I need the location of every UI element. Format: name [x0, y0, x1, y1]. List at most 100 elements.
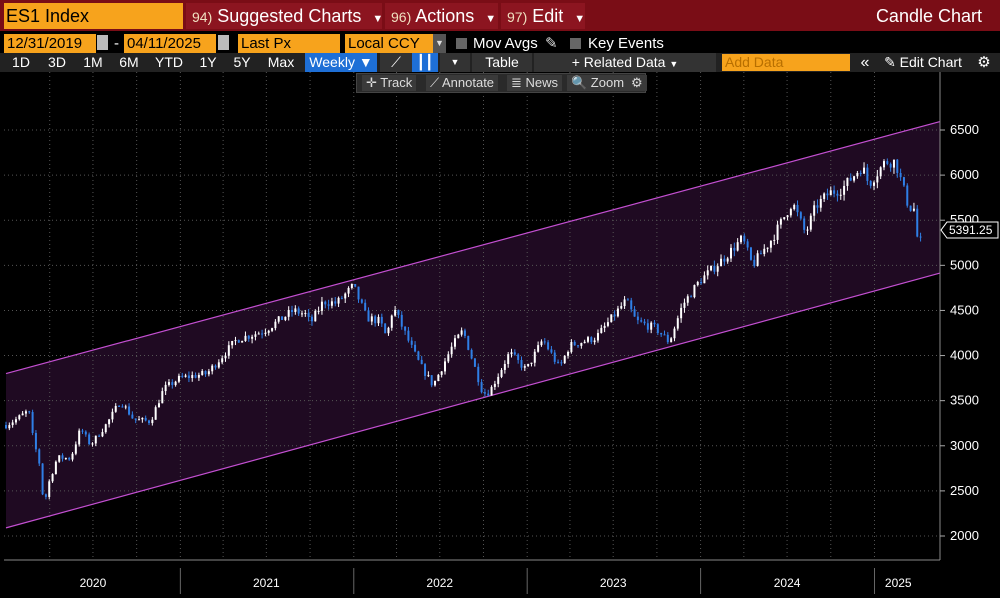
field-selector[interactable]: Last Px: [238, 34, 340, 53]
candle: [916, 205, 919, 238]
chevron-down-icon[interactable]: ▼: [440, 53, 470, 72]
last-price-value: 5391.25: [949, 223, 993, 237]
candle: [84, 430, 87, 437]
candle: [28, 410, 31, 414]
period-ytd-button[interactable]: YTD: [155, 54, 183, 70]
related-data-button[interactable]: + Related Data ▼: [534, 53, 716, 72]
candle-chart-icon[interactable]: ┃┃: [412, 53, 438, 72]
period-5y-button[interactable]: 5Y: [233, 54, 251, 70]
period-max-button[interactable]: Max: [267, 54, 295, 70]
period-1d-button[interactable]: 1D: [12, 54, 30, 70]
candle: [314, 309, 317, 322]
start-date-input[interactable]: 12/31/2019: [4, 34, 96, 53]
chevron-down-icon[interactable]: ▼: [433, 34, 446, 53]
annotate-button[interactable]: ⟋ Annotate: [426, 75, 499, 91]
candle: [247, 334, 250, 342]
candle: [670, 336, 673, 343]
edit-menu[interactable]: 97) Edit ▼: [501, 3, 585, 29]
pencil-icon[interactable]: ✎: [545, 35, 558, 52]
candle-body: [443, 361, 446, 372]
candle: [367, 307, 370, 322]
candle-body: [813, 205, 816, 216]
candle: [154, 405, 157, 420]
candle-body: [177, 375, 180, 382]
mov-avgs-checkbox[interactable]: [456, 38, 467, 49]
candle: [161, 387, 164, 404]
candle: [720, 254, 723, 267]
actions-menu[interactable]: 96) Actions ▼: [385, 3, 498, 29]
candle-body: [493, 383, 496, 387]
period-1y-button[interactable]: 1Y: [199, 54, 217, 70]
candle: [882, 159, 885, 171]
candle-body: [297, 308, 300, 314]
candle: [616, 305, 619, 318]
add-data-input[interactable]: Add Data: [722, 54, 850, 71]
candle: [257, 331, 260, 335]
calendar-icon[interactable]: [218, 35, 229, 50]
candle-body: [889, 163, 892, 168]
currency-selector[interactable]: Local CCY: [345, 34, 433, 53]
candle: [357, 286, 360, 303]
edit-chart-button[interactable]: ✎ Edit Chart: [884, 54, 962, 70]
candle: [31, 409, 34, 436]
candle-body: [274, 321, 277, 329]
candle-body: [350, 283, 353, 288]
period-1m-button[interactable]: 1M: [83, 54, 103, 70]
candle-body: [154, 407, 157, 420]
candle: [620, 302, 623, 310]
candle: [756, 250, 759, 267]
candle-body: [743, 235, 746, 242]
suggested-charts-menu[interactable]: 94) Suggested Charts ▼: [186, 3, 383, 29]
candle-body: [118, 405, 121, 407]
gear-icon[interactable]: ⚙: [627, 75, 647, 91]
candle: [457, 333, 460, 339]
news-button[interactable]: ≣ News: [507, 75, 563, 91]
candle-body: [789, 209, 792, 216]
line-chart-icon[interactable]: ⟋: [380, 53, 412, 72]
candle: [14, 416, 17, 425]
gear-icon[interactable]: ⚙: [977, 54, 991, 71]
candle: [51, 473, 54, 483]
candle-body: [34, 432, 37, 450]
candle-body: [108, 419, 111, 425]
frequency-dropdown[interactable]: Weekly ▼: [305, 53, 377, 72]
candle-body: [194, 375, 197, 378]
period-6m-button[interactable]: 6M: [119, 54, 139, 70]
candle-body: [799, 212, 802, 219]
candle: [317, 306, 320, 315]
candle: [453, 334, 456, 350]
x-axis: 2020 2021 2022 2023 2024 2025: [4, 559, 940, 598]
candle-body: [510, 352, 513, 355]
track-button[interactable]: ✛ Track: [362, 75, 417, 91]
candle-body: [91, 443, 94, 445]
candle-body: [224, 355, 227, 359]
period-3d-button[interactable]: 3D: [48, 54, 66, 70]
candle: [813, 200, 816, 222]
candle-body: [690, 296, 693, 298]
candle: [816, 199, 819, 214]
candle: [776, 220, 779, 244]
candle-chart[interactable]: 2000250030003500400045005000550060006500…: [0, 72, 1000, 598]
candle-body: [636, 316, 639, 321]
candle-body: [460, 330, 463, 335]
candle-body: [577, 345, 580, 347]
candle: [593, 337, 596, 345]
candle: [730, 244, 733, 262]
candle-body: [404, 326, 407, 331]
candle: [424, 363, 427, 380]
candle-body: [48, 481, 51, 497]
collapse-icon[interactable]: «: [860, 54, 870, 71]
zoom-button[interactable]: 🔍 Zoom: [567, 75, 629, 91]
table-button[interactable]: Table: [472, 53, 532, 72]
candle: [646, 319, 649, 333]
y-tick-label: 3000: [950, 438, 979, 453]
ticker-input[interactable]: ES1 Index: [4, 3, 183, 29]
end-date-input[interactable]: 04/11/2025: [124, 34, 216, 53]
candle-body: [74, 444, 77, 454]
candle-body: [876, 176, 879, 183]
calendar-icon[interactable]: [97, 35, 108, 50]
candle-body: [414, 344, 417, 352]
date-separator: -: [114, 35, 119, 52]
key-events-checkbox[interactable]: [570, 38, 581, 49]
candle: [157, 399, 160, 408]
